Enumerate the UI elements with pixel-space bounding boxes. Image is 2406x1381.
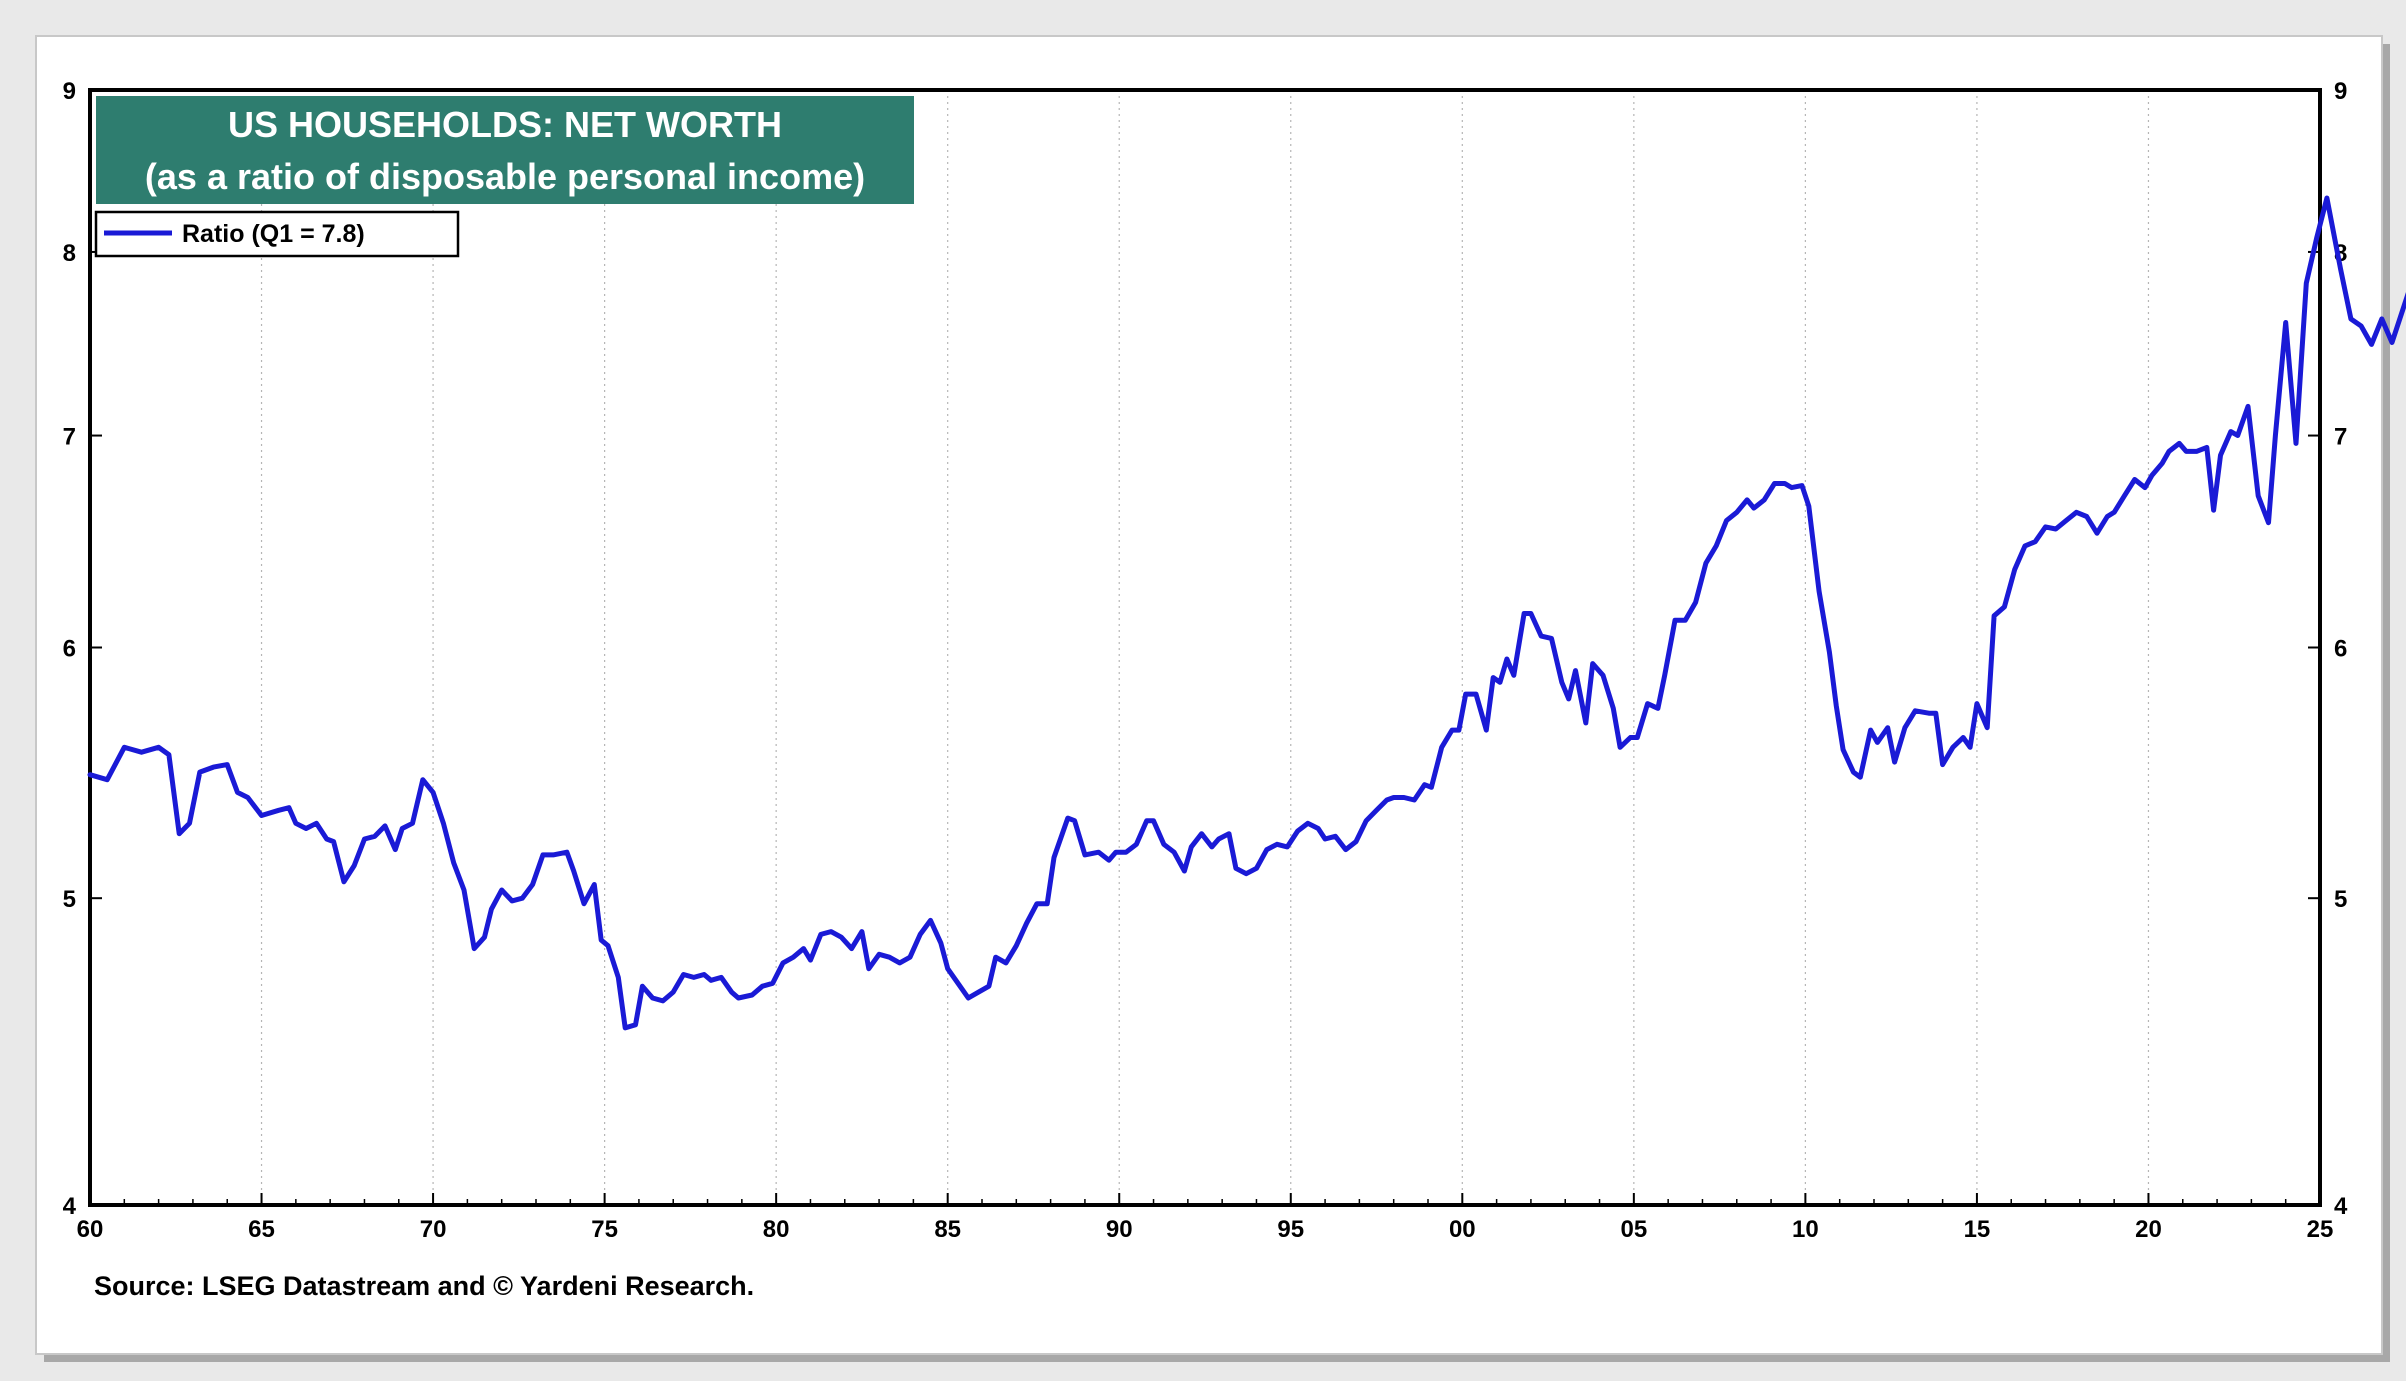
y-tick-label-left: 4: [63, 1193, 77, 1220]
y-tick-label-left: 6: [63, 636, 76, 663]
chart-subtitle: (as a ratio of disposable personal incom…: [145, 156, 865, 197]
y-tick-label-left: 8: [63, 240, 76, 267]
y-tick-label-right: 9: [2334, 78, 2347, 105]
x-tick-label: 85: [934, 1216, 961, 1243]
series-line-ratio: [87, 195, 2406, 1031]
x-tick-label: 90: [1106, 1216, 1133, 1243]
x-tick-label: 65: [248, 1216, 275, 1243]
x-tick-label: 20: [2135, 1216, 2162, 1243]
y-tick-label-right: 7: [2334, 424, 2347, 451]
chart-title: US HOUSEHOLDS: NET WORTH: [228, 104, 782, 145]
x-tick-label: 75: [591, 1216, 618, 1243]
x-tick-label: 80: [763, 1216, 790, 1243]
x-tick-label: 60: [77, 1216, 104, 1243]
title-box: [96, 96, 914, 204]
x-tick-label: 05: [1620, 1216, 1647, 1243]
x-tick-label: 70: [420, 1216, 447, 1243]
y-tick-label-right: 5: [2334, 886, 2347, 913]
source-note: Source: LSEG Datastream and © Yardeni Re…: [94, 1271, 754, 1301]
y-tick-label-left: 9: [63, 78, 76, 105]
x-tick-label: 00: [1449, 1216, 1476, 1243]
y-tick-label-left: 5: [63, 886, 76, 913]
axis-tick-labels: 60 65 70 75 80 85 90 95 00 05 10 15 20 254 45 56 67 78 89 9: [63, 78, 2348, 1243]
x-tick-label: 95: [1277, 1216, 1304, 1243]
y-tick-label-right: 4: [2334, 1193, 2348, 1220]
x-tick-label: 15: [1964, 1216, 1991, 1243]
legend-label: Ratio (Q1 = 7.8): [182, 220, 365, 248]
x-tick-label: 25: [2307, 1216, 2334, 1243]
y-tick-label-right: 6: [2334, 636, 2347, 663]
series-layer: [87, 195, 2406, 1031]
y-tick-label-left: 7: [63, 424, 76, 451]
x-tick-label: 10: [1792, 1216, 1819, 1243]
